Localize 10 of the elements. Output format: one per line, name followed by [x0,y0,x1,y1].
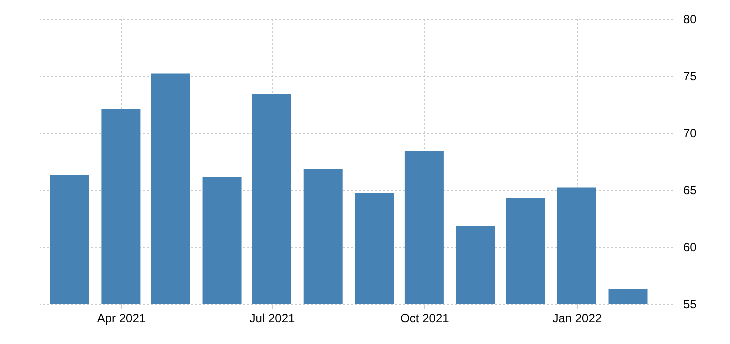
x-tick-label: Oct 2021 [400,312,450,326]
y-tick-label: 65 [684,184,698,198]
y-tick-label: 55 [684,298,698,312]
y-tick-label: 75 [684,70,698,84]
x-tick-label: Apr 2021 [97,312,146,326]
x-tick-label: Jul 2021 [250,312,296,326]
y-tick-label: 70 [684,126,698,140]
y-tick-label: 60 [684,240,698,254]
y-tick-label: 80 [684,12,698,26]
x-tick-label: Jan 2022 [552,312,602,326]
